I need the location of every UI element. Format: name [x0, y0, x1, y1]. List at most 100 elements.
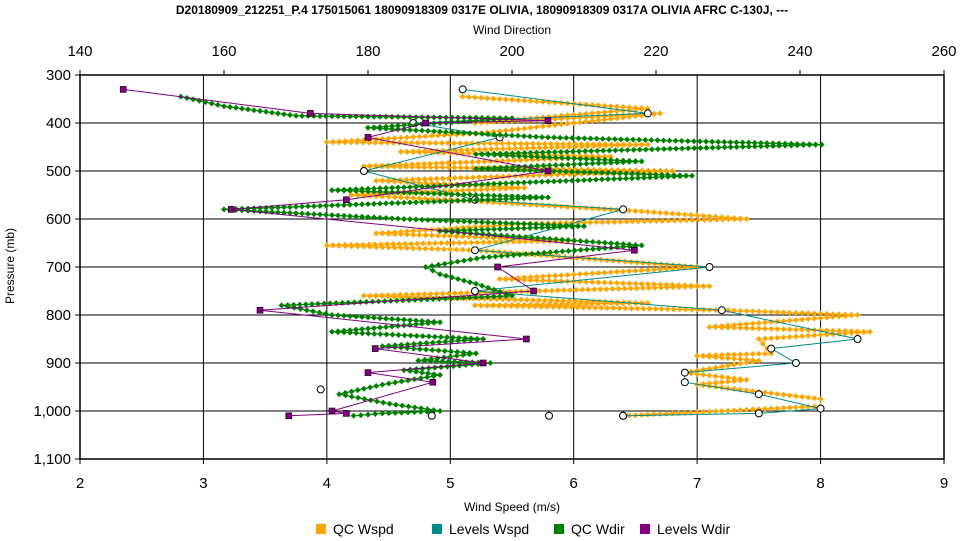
data-point: [438, 364, 445, 371]
data-point: [609, 285, 616, 292]
data-point: [601, 239, 608, 246]
data-point: [354, 387, 361, 394]
data-point: [359, 213, 365, 220]
data-point: [497, 192, 503, 199]
data-point: [450, 363, 457, 370]
data-point: [413, 199, 419, 206]
data-point: [342, 392, 349, 399]
data-point: [601, 109, 608, 116]
data-point: [455, 276, 461, 282]
data-point: [590, 143, 597, 150]
data-point: [365, 124, 371, 131]
data-point: [620, 300, 627, 307]
data-point: [407, 114, 413, 121]
data-point: [694, 306, 701, 313]
data-point: [285, 412, 293, 420]
data-point: [570, 120, 577, 126]
data-point: [408, 139, 415, 146]
data-point: [447, 233, 454, 240]
data-point: [715, 138, 722, 145]
data-point: [509, 220, 515, 227]
data-point: [749, 325, 756, 332]
data-point: [443, 198, 449, 205]
data-point: [502, 302, 509, 309]
data-point: [497, 131, 503, 138]
data-point: [700, 283, 707, 290]
data-point: [311, 203, 317, 210]
data-point: [663, 210, 670, 217]
data-point: [379, 244, 386, 251]
data-point: [509, 152, 516, 159]
data-point: [410, 195, 417, 201]
data-point: [389, 184, 395, 191]
data-point: [347, 187, 353, 194]
data-point: [527, 179, 533, 186]
series-levels-wdir: [119, 86, 638, 420]
data-point: [410, 231, 417, 238]
data-point: [751, 139, 758, 146]
data-point: [391, 163, 398, 170]
data-point: [805, 310, 812, 317]
data-point: [485, 131, 491, 138]
data-point: [579, 286, 586, 293]
data-point: [427, 164, 434, 171]
data-point: [632, 280, 639, 287]
data-point: [354, 139, 361, 146]
data-point: [601, 300, 608, 307]
data-point: [589, 156, 596, 163]
data-point: [680, 368, 689, 377]
data-point: [614, 159, 621, 166]
data-point: [511, 157, 518, 164]
data-point: [540, 162, 547, 169]
data-point: [353, 329, 360, 336]
data-point: [638, 411, 645, 418]
data-point: [593, 135, 600, 142]
data-point: [848, 312, 855, 319]
data-point: [762, 405, 769, 412]
data-point: [607, 103, 614, 110]
data-point: [480, 239, 487, 246]
extra-markers: [316, 385, 628, 420]
data-point: [429, 347, 436, 354]
data-point: [687, 409, 694, 416]
data-point: [497, 180, 503, 187]
data-point: [427, 290, 434, 297]
data-point: [644, 141, 651, 148]
data-point: [221, 206, 227, 213]
data-point: [269, 109, 275, 116]
data-point: [644, 267, 651, 273]
data-point: [524, 145, 531, 152]
data-point: [502, 293, 509, 300]
data-point: [605, 176, 611, 183]
data-point: [354, 243, 361, 250]
data-point: [638, 300, 645, 307]
left-tick-label: 1,000: [33, 403, 71, 420]
data-point: [335, 202, 341, 209]
data-point: [427, 160, 434, 167]
data-point: [725, 324, 731, 331]
data-point: [371, 185, 377, 192]
data-point: [431, 217, 437, 224]
data-point: [653, 174, 659, 181]
data-point: [508, 303, 515, 310]
data-point: [461, 277, 467, 284]
data-point: [647, 218, 654, 225]
data-point: [546, 273, 553, 279]
data-point: [595, 300, 602, 307]
data-point: [759, 340, 766, 347]
data-point: [323, 211, 329, 218]
data-point: [457, 174, 464, 181]
data-point: [503, 220, 509, 227]
data-point: [488, 146, 495, 153]
data-point: [521, 125, 528, 132]
data-point: [836, 313, 843, 320]
data-point: [743, 216, 750, 222]
data-point: [571, 237, 578, 244]
data-point: [515, 220, 521, 227]
data-point: [365, 325, 371, 332]
data-point: [467, 197, 473, 204]
data-point: [811, 315, 818, 322]
data-point: [610, 305, 617, 312]
legend-label: Levels Wdir: [657, 521, 730, 537]
data-point: [640, 305, 647, 312]
